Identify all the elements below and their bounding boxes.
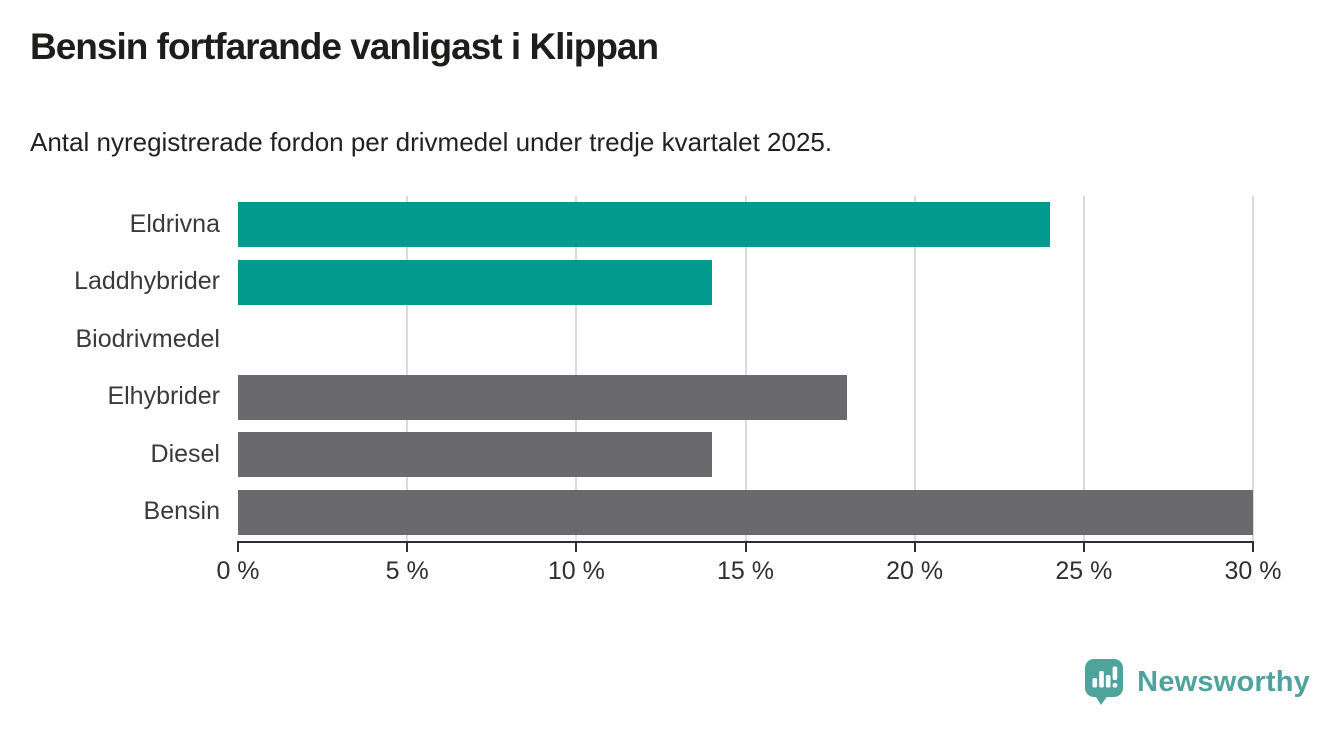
- y-axis-label-laddhybrider: Laddhybrider: [74, 267, 220, 296]
- bar-elhybrider: [238, 374, 847, 420]
- x-axis-tick-0: [237, 543, 239, 552]
- gridline-5: [406, 196, 409, 541]
- bar-laddhybrider: [238, 259, 712, 305]
- x-axis-tick-label-15: 15 %: [717, 557, 774, 585]
- y-axis-label-eldrivna: Eldrivna: [129, 209, 220, 238]
- x-axis-tick-15: [744, 543, 747, 552]
- plot-area: Eldrivna Laddhybrider Biodrivmedel Elhybrid…: [74, 196, 1254, 541]
- gridline-10: [575, 196, 578, 541]
- x-axis-tick-25: [1082, 543, 1085, 552]
- newsworthy-speech-bubble-bar-chart-icon: [1084, 658, 1125, 706]
- x-axis-tick-label-30: 30 %: [1224, 557, 1282, 585]
- x-axis-tick-label-20: 20 %: [886, 557, 944, 585]
- gridline-25: [1082, 196, 1085, 541]
- x-axis-tick-label-5: 5 %: [385, 557, 429, 585]
- gridline-30: [1252, 196, 1254, 541]
- bar-diesel: [238, 432, 712, 478]
- bar-bensin: [238, 489, 1253, 535]
- x-axis-tick-20: [913, 543, 916, 552]
- x-axis-tick-label-10: 10 %: [547, 557, 605, 585]
- brand-name: Newsworthy: [1137, 665, 1310, 698]
- gridline-20: [913, 196, 916, 541]
- x-axis-tick-10: [575, 543, 578, 552]
- x-axis-tick-30: [1252, 543, 1254, 552]
- y-axis-label-elhybrider: Elhybrider: [107, 382, 220, 411]
- y-axis-label-diesel: Diesel: [150, 439, 220, 468]
- x-axis-tick-label-25: 25 %: [1055, 557, 1113, 585]
- x-axis-tick-5: [406, 543, 409, 552]
- bar-eldrivna: [238, 202, 1050, 248]
- y-axis-label-biodrivmedel: Biodrivmedel: [75, 324, 220, 353]
- chart-title: Bensin fortfarande vanligast i Klippan: [30, 26, 659, 67]
- x-axis-line: [237, 541, 1254, 543]
- chart-subtitle: Antal nyregistrerade fordon per drivmede…: [30, 127, 833, 157]
- brand-logo: Newsworthy: [1084, 658, 1310, 706]
- y-axis-label-bensin: Bensin: [143, 497, 220, 526]
- gridline-15: [744, 196, 747, 541]
- x-axis-tick-label-0: 0 %: [216, 557, 260, 585]
